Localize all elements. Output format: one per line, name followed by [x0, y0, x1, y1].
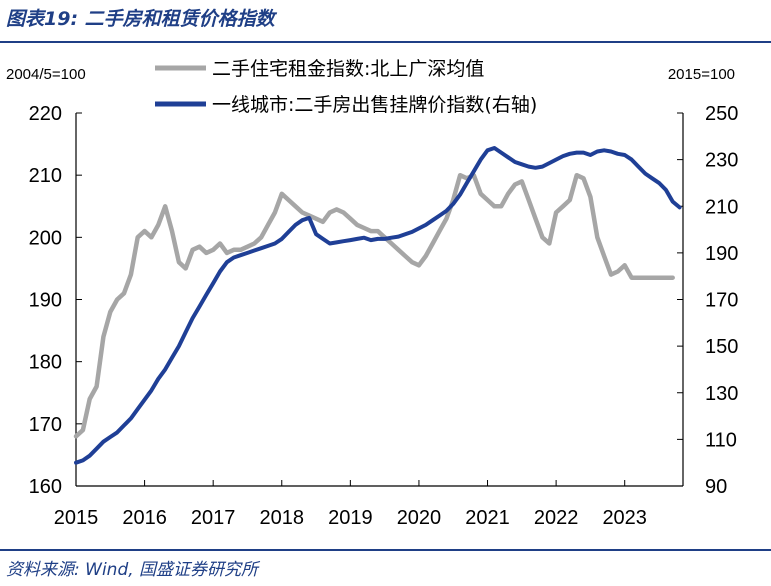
- right-tick-label: 170: [705, 290, 738, 312]
- x-tick-label: 2017: [191, 507, 236, 529]
- right-tick-label: 190: [705, 243, 738, 265]
- left-tick-label: 210: [29, 165, 62, 187]
- rent-index-line: [73, 172, 675, 439]
- x-tick-label: 2018: [260, 507, 305, 529]
- right-tick-label: 250: [705, 103, 738, 125]
- right-tick-label: 150: [705, 336, 738, 358]
- axes: 160 170 180 190 200 210 220 90 110 130 150 170 190 21…: [29, 103, 739, 529]
- x-tick-label: 2015: [54, 507, 99, 529]
- left-tick-label: 200: [29, 227, 62, 249]
- right-tick-label: 210: [705, 196, 738, 218]
- title-divider: [0, 41, 771, 43]
- right-tick-label: 230: [705, 150, 738, 172]
- left-tick-label: 170: [29, 414, 62, 436]
- left-tick-label: 160: [29, 476, 62, 498]
- series-layer: [73, 146, 682, 465]
- x-tick-label: 2021: [465, 507, 510, 529]
- secondhand-price-index-line: [74, 146, 682, 465]
- left-axis-unit: 2004/5=100: [6, 66, 86, 83]
- x-tick-label: 2022: [534, 507, 579, 529]
- left-tick-label: 180: [29, 352, 62, 374]
- right-tick-label: 130: [705, 383, 738, 405]
- legend-label-rent: 二手住宅租金指数:北上广深均值: [212, 58, 484, 80]
- x-tick-label: 2020: [397, 507, 442, 529]
- right-tick-label: 90: [705, 476, 727, 498]
- x-tick-label: 2019: [328, 507, 373, 529]
- left-tick-label: 190: [29, 290, 62, 312]
- x-tick-label: 2023: [602, 507, 647, 529]
- left-tick-label: 220: [29, 103, 62, 125]
- right-axis-unit: 2015=100: [668, 66, 735, 83]
- chart-source: 资料来源: Wind, 国盛证券研究所: [6, 560, 259, 580]
- right-tick-label: 110: [705, 429, 737, 451]
- legend-label-secondhand: 一线城市:二手房出售挂牌价指数(右轴): [212, 94, 537, 116]
- source-divider: [0, 549, 771, 551]
- legend: 二手住宅租金指数:北上广深均值 一线城市:二手房出售挂牌价指数(右轴): [155, 58, 537, 116]
- chart-title: 图表19: 二手房和租赁价格指数: [6, 8, 275, 30]
- x-tick-label: 2016: [122, 507, 167, 529]
